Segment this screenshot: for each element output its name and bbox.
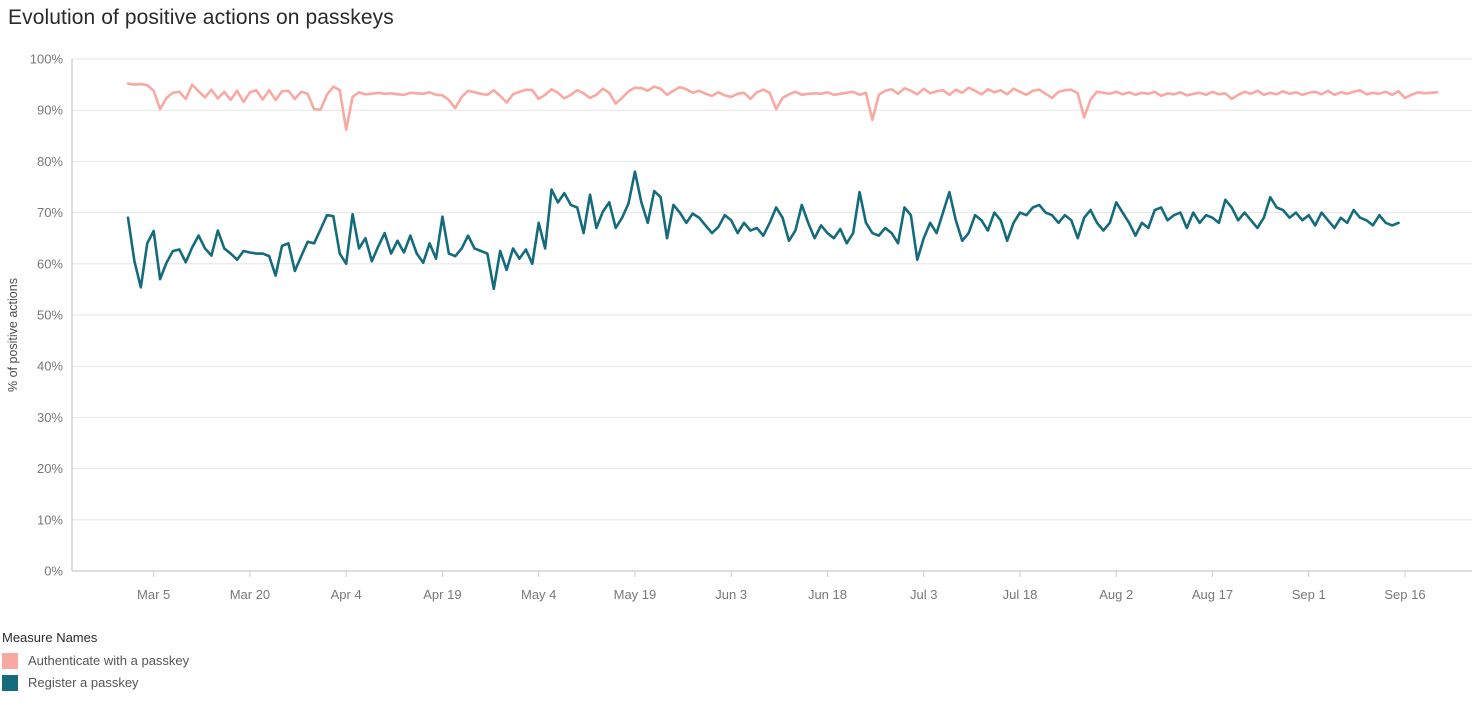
x-axis-tick-labels: Mar 5 Mar 20 Apr 4 Apr 19 May 4 May 19 Jun 3 Ju… — [137, 587, 1426, 602]
series-line — [126, 170, 1400, 291]
x-axis-tick-label: Sep 1 — [1292, 587, 1326, 602]
legend-title: Measure Names — [2, 630, 98, 645]
y-axis-tick-label: 90% — [37, 103, 63, 118]
y-axis-tick-label: 20% — [37, 461, 63, 476]
legend-item-register[interactable]: Register a passkey — [0, 672, 420, 694]
x-axis-tick-label: Apr 19 — [423, 587, 461, 602]
x-axis-tick-label: May 19 — [614, 587, 657, 602]
x-axis-tick-label: Jul 3 — [910, 587, 937, 602]
y-axis-tick-labels: 0% 10% 20% 30% 40% 50% 60% 70% 80% 90% 100% — [30, 52, 64, 579]
legend-swatch-icon — [2, 653, 18, 669]
y-axis-tick-label: 100% — [30, 52, 64, 67]
legend-item-label: Register a passkey — [28, 675, 139, 690]
page-title: Evolution of positive actions on passkey… — [8, 6, 394, 29]
y-axis-tick-label: 70% — [37, 205, 63, 220]
series-lines — [126, 82, 1439, 291]
legend-swatch-icon — [2, 675, 18, 691]
x-axis-tick-label: Jul 18 — [1003, 587, 1038, 602]
x-axis-tick-label: Jun 18 — [808, 587, 847, 602]
x-axis-tick-label: Apr 4 — [331, 587, 362, 602]
legend: Measure Names Authenticate with a passke… — [0, 630, 420, 694]
y-axis-tick-label: 50% — [37, 308, 63, 323]
x-axis-tick-label: Aug 17 — [1192, 587, 1233, 602]
y-axis-tick-label: 60% — [37, 256, 63, 271]
x-axis-tick-label: Mar 20 — [230, 587, 270, 602]
y-axis-tick-label: 0% — [44, 564, 63, 579]
y-axis-tick-label: 10% — [37, 512, 63, 527]
x-axis-tick-label: May 4 — [521, 587, 556, 602]
legend-item-authenticate[interactable]: Authenticate with a passkey — [0, 650, 420, 672]
y-axis-tick-label: 40% — [37, 359, 63, 374]
x-axis-tick-label: Mar 5 — [137, 587, 170, 602]
y-axis-tick-label: 80% — [37, 154, 63, 169]
grid-lines — [72, 58, 1472, 572]
series-line — [126, 82, 1439, 131]
x-axis-tick-label: Aug 2 — [1099, 587, 1133, 602]
x-axis-tick-marks — [153, 571, 1406, 577]
y-axis-title: % of positive actions — [6, 278, 20, 392]
y-axis-tick-label: 30% — [37, 410, 63, 425]
legend-item-label: Authenticate with a passkey — [28, 653, 190, 668]
x-axis-tick-label: Sep 16 — [1384, 587, 1425, 602]
x-axis-tick-label: Jun 3 — [715, 587, 747, 602]
